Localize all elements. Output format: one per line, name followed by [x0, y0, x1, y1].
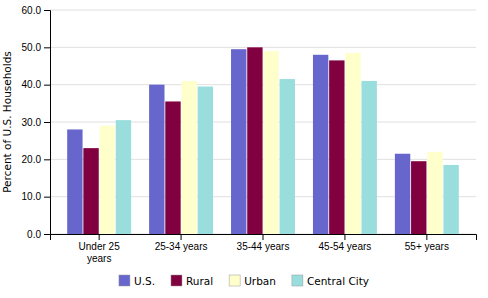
- x-tick-mark: [99, 234, 100, 240]
- bar: [67, 129, 82, 234]
- x-tick-mark: [426, 234, 427, 240]
- legend-label: Urban: [244, 275, 276, 287]
- bar: [83, 148, 98, 234]
- bar: [149, 85, 164, 234]
- x-tick-label-line: 35-44 years: [237, 241, 290, 252]
- grid-line: [50, 10, 476, 11]
- x-tick-label: Under 25years: [79, 241, 121, 264]
- x-tick-mark: [181, 234, 182, 240]
- y-tick: 40.0: [22, 79, 50, 90]
- bar: [100, 126, 115, 234]
- x-axis-line: [51, 235, 477, 241]
- legend-swatch: [119, 275, 130, 286]
- y-tick: 10.0: [22, 191, 50, 202]
- x-tick-label-line: 25-34 years: [155, 241, 208, 252]
- bar-series: [100, 51, 443, 234]
- x-tick-label: 25-34 years: [155, 241, 208, 252]
- legend-item: Rural: [171, 275, 213, 287]
- bar: [247, 47, 262, 234]
- bar: [165, 101, 180, 234]
- legend-item: Central City: [292, 275, 369, 287]
- x-tick-mark: [263, 234, 264, 240]
- y-axis-title: Percent of U.S. Households: [1, 51, 13, 193]
- y-tick-label: 0.0: [27, 229, 41, 240]
- legend: U.S. Rural Urban Central City: [119, 275, 369, 287]
- plot: 0.0 10.0 20.0 30.0 40.0 50.0 60.0 Under 25years…: [1, 5, 477, 264]
- bar-series: [83, 47, 426, 234]
- y-tick-mark: [44, 47, 50, 48]
- legend-label: Central City: [307, 275, 369, 287]
- bar: [198, 87, 213, 234]
- y-tick-mark: [44, 10, 50, 11]
- legend-swatch: [171, 275, 182, 286]
- x-tick-mark: [344, 234, 345, 240]
- bar: [345, 53, 360, 234]
- y-axis: 0.0 10.0 20.0 30.0 40.0 50.0 60.0: [22, 5, 51, 240]
- bar: [443, 165, 458, 234]
- bar-series: [67, 49, 410, 234]
- y-tick-mark: [44, 234, 50, 235]
- legend-swatch: [292, 275, 303, 286]
- y-tick-mark: [44, 197, 50, 198]
- chart: 0.0 10.0 20.0 30.0 40.0 50.0 60.0 Under 25years…: [0, 0, 488, 298]
- y-tick: 30.0: [22, 117, 50, 128]
- bar: [231, 49, 246, 234]
- y-tick-label: 30.0: [22, 117, 42, 128]
- grid-line: [50, 84, 476, 85]
- x-tick: 55+ years: [405, 234, 449, 252]
- y-tick-label: 60.0: [22, 5, 42, 16]
- bar: [263, 51, 278, 234]
- grid-line: [50, 122, 476, 123]
- legend-label: U.S.: [134, 275, 155, 287]
- y-tick-label: 20.0: [22, 154, 42, 165]
- legend-item: U.S.: [119, 275, 155, 287]
- x-tick-label: 55+ years: [405, 241, 449, 252]
- y-tick: 50.0: [22, 42, 50, 53]
- x-tick-label-line: years: [87, 253, 111, 264]
- y-tick: 0.0: [27, 229, 50, 240]
- x-tick: Under 25years: [79, 234, 121, 264]
- x-tick: 45-54 years: [319, 234, 372, 252]
- x-tick-label-line: 55+ years: [405, 241, 449, 252]
- bar: [313, 55, 328, 234]
- bar: [362, 81, 377, 234]
- bar: [329, 60, 344, 234]
- y-tick: 20.0: [22, 154, 50, 165]
- legend-label: Rural: [186, 275, 213, 287]
- bar-series: [116, 79, 459, 234]
- bar: [427, 152, 442, 234]
- x-tick-label: 35-44 years: [237, 241, 290, 252]
- bars: [67, 47, 459, 234]
- y-tick-label: 40.0: [22, 79, 42, 90]
- bar: [411, 161, 426, 234]
- y-tick: 60.0: [22, 5, 50, 16]
- x-tick-label-line: 45-54 years: [319, 241, 372, 252]
- x-tick: 25-34 years: [155, 234, 208, 252]
- y-tick-mark: [44, 159, 50, 160]
- legend-item: Urban: [229, 275, 276, 287]
- y-tick-mark: [44, 85, 50, 86]
- x-tick-label-line: Under 25: [79, 241, 121, 252]
- y-tick-label: 10.0: [22, 191, 42, 202]
- y-axis-line: [44, 11, 51, 235]
- grid-line: [50, 47, 476, 48]
- x-tick-label: 45-54 years: [319, 241, 372, 252]
- bar: [181, 81, 196, 234]
- x-tick: 35-44 years: [237, 234, 290, 252]
- bar: [116, 120, 131, 234]
- x-axis: Under 25years 25-34 years 35-44 years 45-54…: [51, 234, 477, 264]
- bar: [395, 154, 410, 234]
- bar: [280, 79, 295, 234]
- y-tick-mark: [44, 122, 50, 123]
- grid: [50, 10, 476, 234]
- legend-swatch: [229, 275, 240, 286]
- y-tick-label: 50.0: [22, 42, 42, 53]
